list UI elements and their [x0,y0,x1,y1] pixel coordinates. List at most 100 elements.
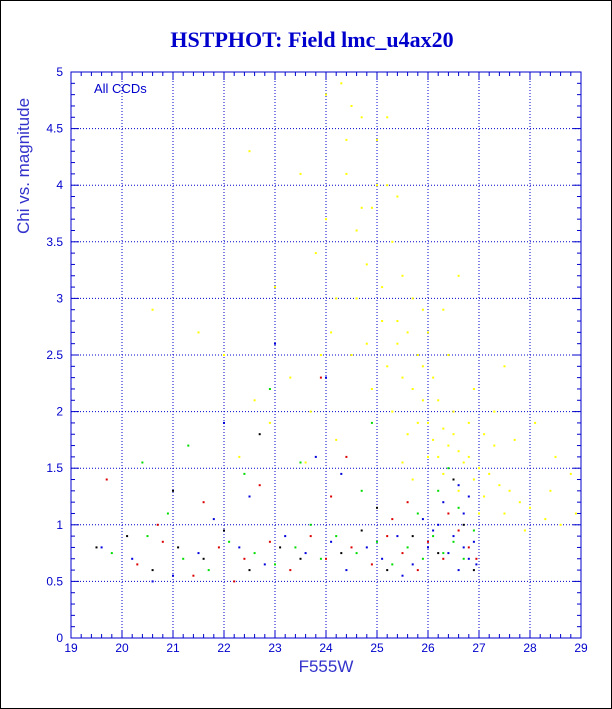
data-point [197,331,200,334]
ccd-selection-annotation: All CCDs [94,81,147,96]
data-point [574,512,577,515]
data-point [421,308,424,311]
data-point [416,421,419,424]
data-point [472,478,475,481]
data-point [467,495,470,498]
data-point [544,518,547,521]
data-point [406,501,409,504]
data-point [411,478,414,481]
data-point [452,540,455,543]
data-point [401,574,404,577]
data-point [467,421,470,424]
data-point [284,535,287,538]
data-point [462,523,465,526]
data-point [365,342,368,345]
data-point [299,557,302,560]
data-point [355,229,358,232]
data-point [437,455,440,458]
data-point [475,557,478,560]
data-point [452,535,455,538]
y-tick-label: 0.5 [46,574,63,588]
y-tick-label: 1 [56,518,63,532]
data-point [432,535,435,538]
data-point [523,529,526,532]
data-point [340,82,343,85]
data-point [406,331,409,334]
data-point [401,552,404,555]
x-tick-label: 29 [574,641,588,655]
data-point [330,331,333,334]
data-point [386,365,389,368]
data-point [330,495,333,498]
data-point [345,172,348,175]
data-point [146,535,149,538]
data-point [472,529,475,532]
x-tick-label: 23 [268,641,282,655]
data-point [172,489,174,492]
data-point [442,427,445,430]
data-point [421,518,424,521]
data-point [467,546,470,549]
data-point [569,472,572,475]
data-point [294,546,297,549]
data-point [381,286,384,289]
data-point [243,472,246,475]
data-point [421,557,424,560]
data-point [427,421,429,424]
data-point [559,523,562,526]
data-point [386,535,389,538]
data-point [360,529,363,532]
data-point [370,563,373,566]
data-point [462,512,465,515]
data-point [207,569,210,572]
data-point [391,410,394,413]
data-point [243,557,246,560]
y-tick-labels: 0 0.5 1 1.5 2 2.5 3 3.5 4 4.5 5 [46,65,63,645]
chart-title: HSTPHOT: Field lmc_u4ax20 [170,27,453,52]
data-point [325,557,327,560]
data-point [370,206,373,209]
data-point [263,563,266,566]
data-point [427,546,429,549]
data-point [345,569,348,572]
data-point [360,489,363,492]
y-tick-label: 4 [56,178,63,192]
y-tick-label: 3.5 [46,235,63,249]
data-point [478,512,480,515]
data-point [223,354,225,356]
data-point [248,569,251,572]
data-point [421,365,424,368]
data-point [335,438,338,441]
data-point [391,563,394,566]
data-point [452,478,455,481]
data-point [437,523,440,526]
data-point [376,138,378,141]
data-point [268,540,271,543]
data-point [151,580,154,583]
data-point [212,518,215,521]
x-tick-label: 20 [115,641,129,655]
data-point [421,399,424,402]
data-point [233,580,236,583]
data-point [202,557,205,560]
data-point [217,546,220,549]
axis-ticks [70,71,582,639]
data-point [442,472,445,475]
x-axis-label: F555W [299,657,354,676]
data-point [319,557,322,560]
data-point [549,489,552,492]
data-point [493,444,496,447]
data-point [268,421,271,424]
data-point [437,489,440,492]
data-point [442,557,445,560]
data-point [488,472,491,475]
data-point [493,410,496,413]
data-point [503,512,506,515]
data-point [289,376,292,379]
data-point [406,433,409,436]
y-tick-label: 5 [56,65,63,79]
data-point [309,410,312,413]
data-points [95,82,577,583]
